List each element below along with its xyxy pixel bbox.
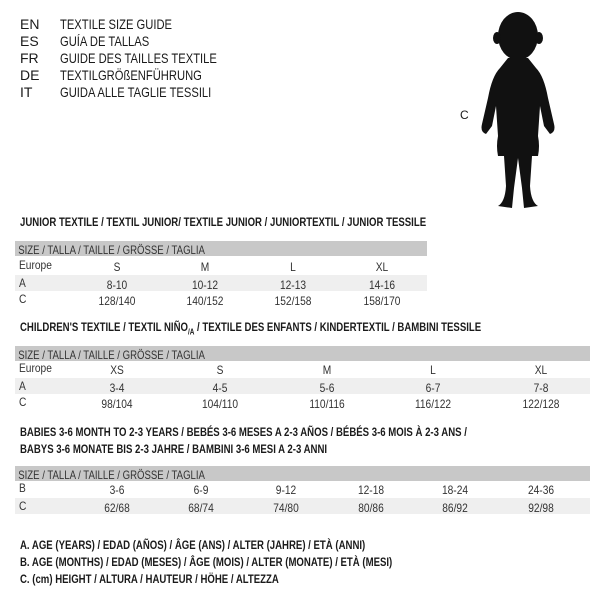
table-cell: XS xyxy=(110,363,124,377)
table-cell: 7-8 xyxy=(533,381,549,395)
table-cell: 3-6 xyxy=(109,483,125,497)
table-cell: 80/86 xyxy=(358,501,384,515)
table-cell: 116/122 xyxy=(414,397,452,411)
height-label: C xyxy=(460,108,469,122)
table-cell: 6-7 xyxy=(425,381,441,395)
table-cell: 3-4 xyxy=(109,381,125,395)
table-cell: 6-9 xyxy=(193,483,209,497)
table-cell: L xyxy=(430,363,436,377)
table-cell: 152/158 xyxy=(274,294,312,308)
lang-code: FR xyxy=(20,50,39,66)
table-cell: 18-24 xyxy=(441,483,469,497)
table-cell: 86/92 xyxy=(442,501,468,515)
baby-silhouette-icon xyxy=(481,12,555,208)
table-cell: L xyxy=(290,260,296,274)
row-band xyxy=(15,498,590,514)
table-cell: 4-5 xyxy=(212,381,228,395)
table-cell: 92/98 xyxy=(528,501,554,515)
table-cell: 10-12 xyxy=(191,278,219,292)
babies-header: SIZE / TALLA / TAILLE / GRÖSSE / TAGLIA xyxy=(15,466,590,482)
row-label: C xyxy=(19,499,27,513)
legend-c: C. (cm) HEIGHT / ALTURA / HAUTEUR / HÖHE… xyxy=(20,572,279,586)
lang-code: IT xyxy=(20,84,33,100)
junior-title: JUNIOR TEXTILE / TEXTIL JUNIOR/ TEXTILE … xyxy=(20,215,427,229)
babies-title-line1: BABIES 3-6 MONTH TO 2-3 YEARS / BEBÉS 3-… xyxy=(20,425,467,439)
table-cell: 24-36 xyxy=(527,483,555,497)
lang-title: GUÍA DE TALLAS xyxy=(60,33,150,49)
lang-code: DE xyxy=(20,67,40,83)
table-cell: 158/170 xyxy=(363,294,401,308)
table-cell: 14-16 xyxy=(368,278,396,292)
table-cell: 128/140 xyxy=(98,294,136,308)
table-cell: 12-18 xyxy=(357,483,385,497)
table-cell: M xyxy=(200,260,210,274)
table-cell: 122/128 xyxy=(522,397,560,411)
children-header: SIZE / TALLA / TAILLE / GRÖSSE / TAGLIA xyxy=(15,346,590,362)
junior-header: SIZE / TALLA / TAILLE / GRÖSSE / TAGLIA xyxy=(15,241,427,257)
table-cell: 12-13 xyxy=(279,278,307,292)
children-title: CHILDREN'S TEXTILE / TEXTIL NIÑO/A / TEX… xyxy=(20,320,482,337)
lang-title: TEXTILGRÖßENFÜHRUNG xyxy=(60,67,202,83)
legend-a: A. AGE (YEARS) / EDAD (AÑOS) / ÂGE (ANS)… xyxy=(20,538,366,552)
table-cell: 8-10 xyxy=(106,278,128,292)
lang-title: GUIDE DES TAILLES TEXTILE xyxy=(60,50,217,66)
row-label: A xyxy=(19,276,26,290)
row-label: C xyxy=(19,395,27,409)
table-cell: S xyxy=(113,260,121,274)
table-cell: 62/68 xyxy=(104,501,130,515)
table-cell: 9-12 xyxy=(275,483,297,497)
row-label: Europe xyxy=(19,361,52,375)
row-label: Europe xyxy=(19,258,52,272)
legend-b: B. AGE (MONTHS) / EDAD (MESES) / ÂGE (MO… xyxy=(20,555,393,569)
table-cell: 74/80 xyxy=(273,501,299,515)
row-label: B xyxy=(19,481,26,495)
table-cell: 68/74 xyxy=(188,501,214,515)
row-band xyxy=(15,275,427,291)
lang-code: ES xyxy=(20,33,39,49)
table-cell: S xyxy=(216,363,224,377)
row-label: A xyxy=(19,379,26,393)
row-label: C xyxy=(19,292,27,306)
table-cell: 110/116 xyxy=(309,397,345,411)
lang-title: TEXTILE SIZE GUIDE xyxy=(60,16,173,32)
table-cell: XL xyxy=(534,363,548,377)
table-cell: 98/104 xyxy=(101,397,133,411)
lang-title: GUIDA ALLE TAGLIE TESSILI xyxy=(60,84,212,100)
babies-title-line2: BABYS 3-6 MONATE BIS 2-3 JAHRE / BAMBINI… xyxy=(20,442,328,456)
table-cell: M xyxy=(322,363,332,377)
table-cell: XL xyxy=(375,260,389,274)
table-cell: 140/152 xyxy=(186,294,224,308)
table-cell: 5-6 xyxy=(319,381,335,395)
lang-code: EN xyxy=(20,16,40,32)
row-band xyxy=(15,378,590,394)
table-cell: 104/110 xyxy=(201,397,239,411)
